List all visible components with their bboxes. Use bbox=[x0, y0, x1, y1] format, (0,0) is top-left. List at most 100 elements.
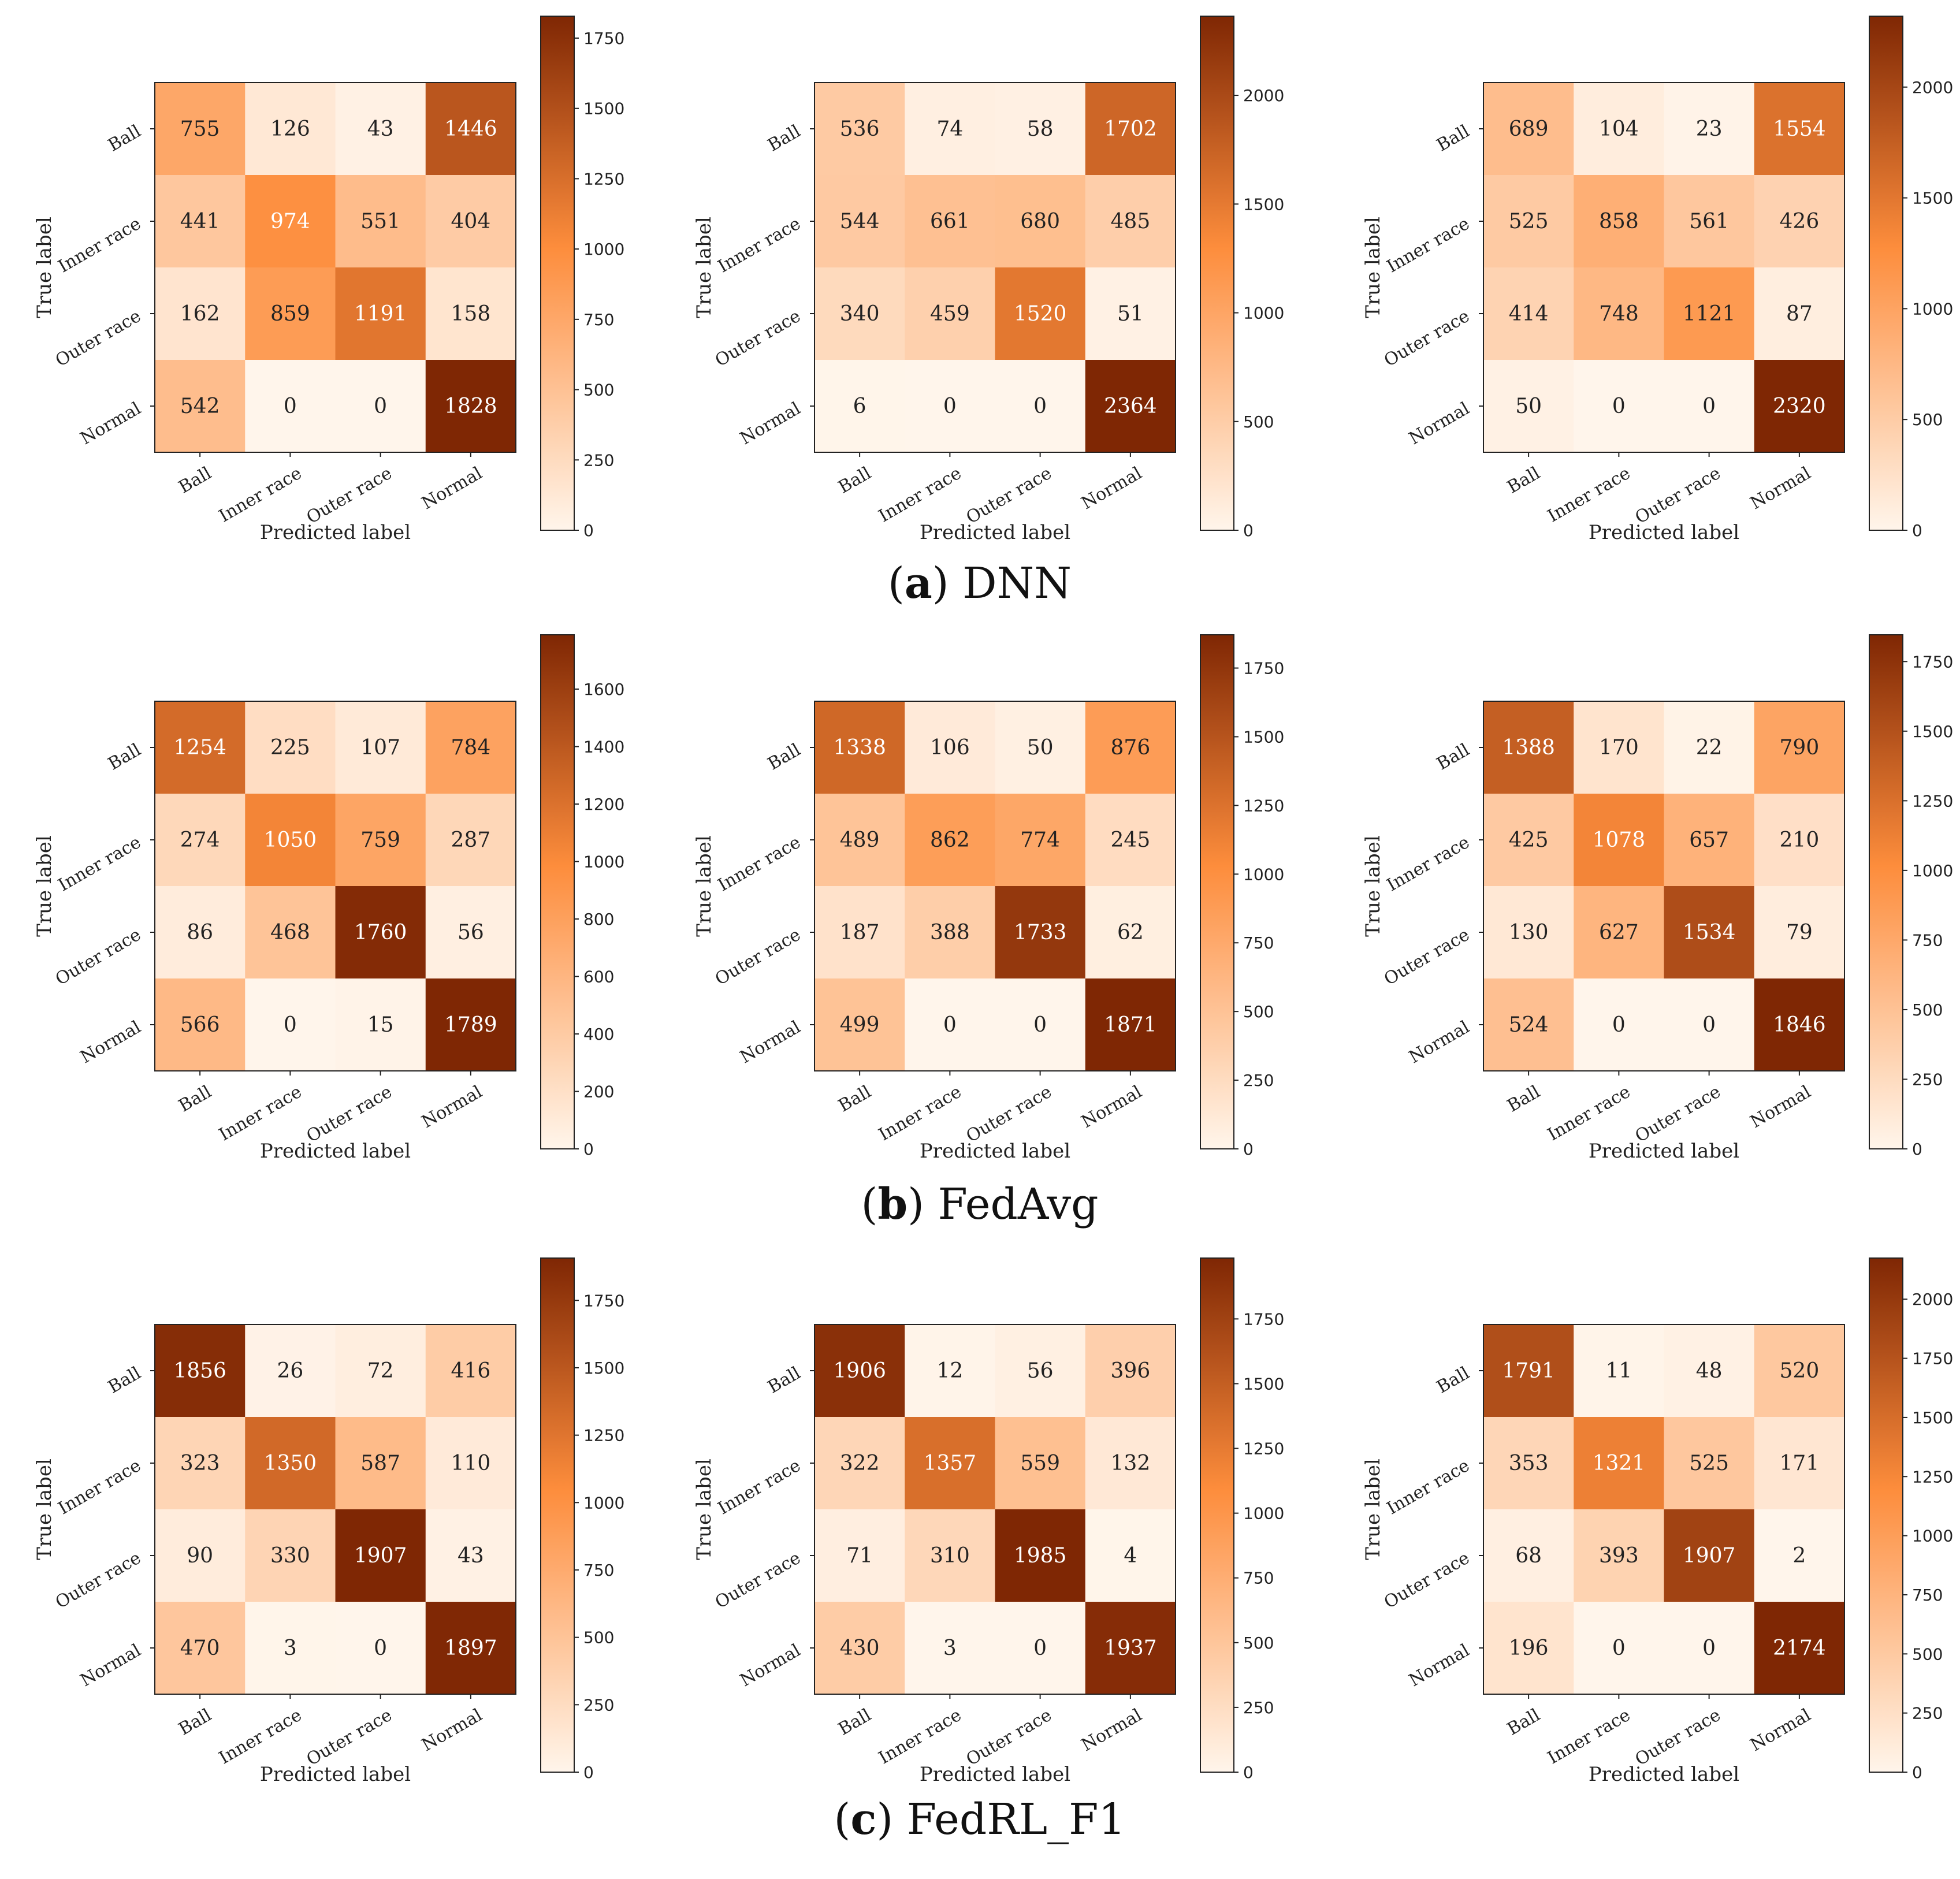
heatmap-cell bbox=[1664, 978, 1755, 1071]
heatmap-cell bbox=[155, 175, 246, 268]
heatmap-cell bbox=[905, 794, 996, 887]
cell-value-label: 2 bbox=[1792, 1544, 1806, 1568]
heatmap-cell bbox=[245, 1509, 336, 1602]
x-tick-label: Ball bbox=[1504, 1705, 1544, 1740]
heatmap-cell bbox=[905, 978, 996, 1071]
cell-value-label: 0 bbox=[1612, 1013, 1626, 1037]
x-axis-label: Predicted label bbox=[1589, 521, 1739, 544]
colorbar-tick-label: 0 bbox=[583, 1763, 594, 1782]
cell-value-label: 162 bbox=[180, 302, 220, 326]
cell-value-label: 414 bbox=[1509, 302, 1549, 326]
heatmap-cell bbox=[1085, 1324, 1176, 1417]
cell-value-label: 62 bbox=[1117, 921, 1144, 944]
heatmap-cell bbox=[1664, 886, 1755, 979]
y-tick-label: Inner race bbox=[715, 832, 804, 896]
cell-value-label: 86 bbox=[187, 921, 213, 944]
colorbar-tick-label: 750 bbox=[1243, 933, 1274, 952]
x-tick-label: Normal bbox=[1747, 1082, 1814, 1133]
cell-value-label: 58 bbox=[1027, 117, 1054, 141]
panel-caption-letter: b bbox=[877, 1180, 908, 1229]
cell-value-label: 1733 bbox=[1014, 921, 1067, 944]
x-tick-label: Normal bbox=[418, 463, 486, 514]
x-tick-label: Outer race bbox=[963, 1705, 1055, 1770]
confusion-matrix-c-3: 1791 11 48 520 353 1321 525 171 68 393 1907 2 196 0 0 2… bbox=[1362, 1257, 1953, 1786]
cell-value-label: 126 bbox=[270, 117, 310, 141]
y-tick-label: Inner race bbox=[1383, 1456, 1473, 1519]
heatmap-frame bbox=[154, 701, 516, 1071]
x-tick-label: Outer race bbox=[1632, 463, 1724, 529]
cell-value-label: 90 bbox=[187, 1544, 213, 1568]
colorbar: 0 250 500 750 1000 1250 1500 1750 bbox=[1200, 1257, 1284, 1782]
cell-value-label: 1534 bbox=[1683, 921, 1736, 944]
heatmap-cell bbox=[245, 267, 336, 360]
heatmap-cell bbox=[1754, 267, 1845, 360]
cell-value-label: 1254 bbox=[173, 736, 226, 760]
confusion-matrix-a-1: 755 126 43 1446 441 974 551 404 162 859 1191 158 542… bbox=[33, 16, 624, 544]
x-axis-label: Predicted label bbox=[920, 1763, 1070, 1786]
cell-value-label: 0 bbox=[284, 1013, 297, 1037]
colorbar-tick-label: 750 bbox=[583, 1561, 614, 1580]
cell-value-label: 353 bbox=[1509, 1452, 1549, 1475]
heatmap-cell bbox=[995, 794, 1086, 887]
heatmap-cell bbox=[335, 360, 426, 453]
colorbar-gradient bbox=[540, 16, 575, 531]
cell-value-label: 388 bbox=[930, 921, 970, 944]
colorbar-tick-label: 750 bbox=[583, 310, 614, 329]
cell-value-label: 1906 bbox=[833, 1359, 886, 1383]
colorbar-tick-label: 1000 bbox=[1243, 1504, 1284, 1523]
x-tick-label: Outer race bbox=[303, 463, 396, 529]
y-tick-label: Normal bbox=[1405, 1640, 1473, 1691]
x-tick-label: Outer race bbox=[963, 463, 1055, 529]
cell-value-label: 542 bbox=[180, 395, 220, 418]
heatmap-cell bbox=[815, 1417, 905, 1510]
heatmap-cell bbox=[1483, 267, 1574, 360]
x-tick-label: Normal bbox=[1078, 463, 1145, 514]
cell-value-label: 15 bbox=[367, 1013, 394, 1037]
heatmap-frame bbox=[154, 82, 516, 453]
cell-value-label: 1191 bbox=[354, 302, 407, 326]
heatmap-cell bbox=[335, 794, 426, 887]
heatmap-cell bbox=[995, 267, 1086, 360]
cell-value-label: 485 bbox=[1111, 210, 1151, 233]
heatmap-cell bbox=[245, 83, 336, 176]
heatmap-cell bbox=[335, 701, 426, 794]
cell-value-label: 1760 bbox=[354, 921, 407, 944]
heatmap-cell bbox=[995, 360, 1086, 453]
cell-value-label: 859 bbox=[270, 302, 310, 326]
colorbar: 0 250 500 750 1000 1250 1500 1750 bbox=[1200, 634, 1284, 1159]
heatmap-cell bbox=[425, 1602, 516, 1695]
colorbar-gradient bbox=[540, 1257, 575, 1773]
cell-value-label: 48 bbox=[1696, 1359, 1723, 1383]
heatmap-cell bbox=[995, 978, 1086, 1071]
cell-value-label: 323 bbox=[180, 1452, 220, 1475]
cell-value-label: 544 bbox=[840, 210, 880, 233]
x-tick-label: Normal bbox=[1078, 1082, 1145, 1133]
colorbar-tick-label: 1500 bbox=[583, 99, 624, 118]
cell-value-label: 566 bbox=[180, 1013, 220, 1037]
colorbar-tick-label: 1500 bbox=[1912, 1408, 1953, 1427]
heatmap-cell bbox=[155, 267, 246, 360]
heatmap-cell bbox=[425, 701, 516, 794]
cell-value-label: 520 bbox=[1780, 1359, 1820, 1383]
colorbar: 0 250 500 750 1000 1250 1500 1750 2000 bbox=[1869, 1257, 1953, 1782]
cell-value-label: 0 bbox=[1702, 395, 1716, 418]
cell-value-label: 330 bbox=[270, 1544, 310, 1568]
heatmap-cell bbox=[1483, 360, 1574, 453]
heatmap-cell bbox=[1574, 701, 1665, 794]
heatmap-cell bbox=[1574, 1509, 1665, 1602]
heatmap-cell bbox=[155, 83, 246, 176]
heatmap-cell bbox=[155, 978, 246, 1071]
heatmap-cell bbox=[335, 1417, 426, 1510]
panel-caption-letter: a bbox=[905, 559, 932, 608]
colorbar-tick-label: 0 bbox=[583, 521, 594, 540]
x-tick-label: Ball bbox=[1504, 1082, 1544, 1117]
cell-value-label: 1789 bbox=[444, 1013, 497, 1037]
heatmap-cell bbox=[905, 701, 996, 794]
heatmap-cell bbox=[155, 794, 246, 887]
heatmap-cell bbox=[245, 886, 336, 979]
cell-value-label: 657 bbox=[1689, 828, 1729, 852]
cell-value-label: 627 bbox=[1599, 921, 1639, 944]
heatmap-frame bbox=[814, 701, 1176, 1071]
heatmap-cell bbox=[1664, 1602, 1755, 1695]
heatmap-frame bbox=[1483, 1324, 1845, 1695]
